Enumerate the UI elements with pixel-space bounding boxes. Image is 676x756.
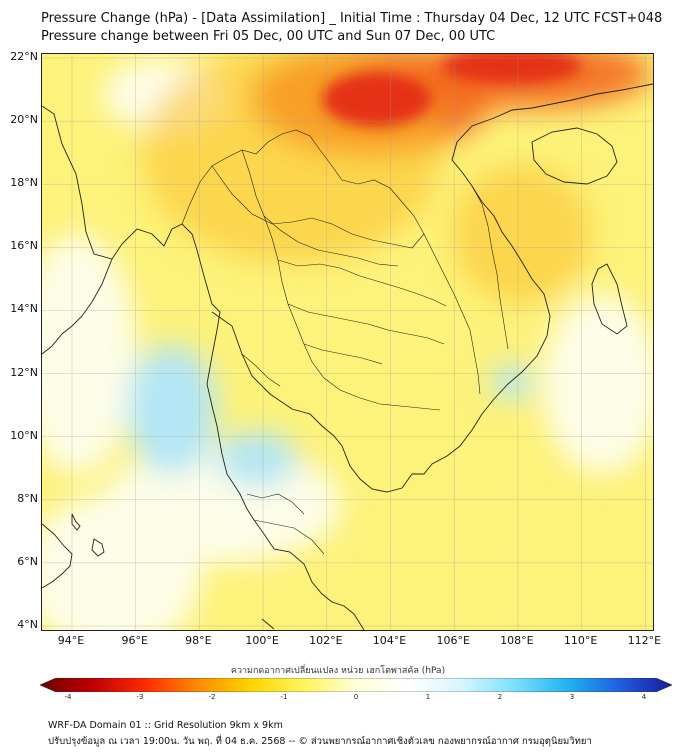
colorbar-tick-label: -1	[280, 693, 288, 701]
lon-label: 110°E	[563, 634, 598, 647]
lon-label: 108°E	[500, 634, 534, 647]
colorbar-tick-label: -4	[64, 693, 72, 701]
lat-label: 12°N	[10, 365, 38, 379]
colorbar-tick-label: 1	[425, 693, 431, 701]
lon-label: 94°E	[57, 634, 85, 647]
colorbar-title: ความกดอากาศเปลี่ยนแปลง หน่วย เฮกโตพาสคัล…	[230, 666, 446, 676]
lon-label: 98°E	[185, 634, 212, 647]
lon-label: 112°E	[627, 634, 662, 647]
colorbar-tick-label: 2	[497, 693, 503, 701]
coastlines	[42, 83, 653, 630]
footer-credit: ปรับปรุงข้อมูล ณ เวลา 19:00น. วัน พฤ. ที…	[48, 736, 592, 747]
map-canvas	[42, 54, 653, 630]
colorbar-tick-label: 3	[569, 693, 575, 701]
colorbar-tick-label: -3	[136, 693, 144, 701]
colorbar-tick-label: -2	[208, 693, 216, 701]
lon-label: 102°E	[309, 634, 343, 647]
colorbar	[40, 678, 672, 692]
lat-label: 6°N	[17, 554, 38, 568]
lon-label: 96°E	[121, 634, 148, 647]
admin-borders	[181, 129, 509, 555]
lat-label: 16°N	[10, 239, 38, 253]
pressure-peaks	[322, 54, 582, 127]
title-line-1: Pressure Change (hPa) - [Data Assimilati…	[41, 11, 663, 26]
lon-label: 106°E	[436, 634, 470, 647]
graticule	[42, 54, 653, 630]
lon-label: 104°E	[372, 634, 407, 647]
title-line-2: Pressure change between Fri 05 Dec, 00 U…	[41, 29, 496, 44]
colorbar-tick-label: 4	[641, 693, 647, 701]
colorbar-tick-label: 0	[353, 693, 359, 701]
lat-label: 4°N	[17, 618, 38, 631]
lon-label: 100°E	[245, 634, 279, 647]
lat-label: 22°N	[10, 50, 38, 63]
colorbar-bar	[40, 678, 672, 692]
lat-label: 20°N	[10, 113, 38, 127]
footer-model-info: WRF-DA Domain 01 :: Grid Resolution 9km …	[48, 720, 283, 731]
lat-label: 10°N	[10, 428, 38, 442]
lat-label: 8°N	[17, 491, 38, 505]
lat-label: 18°N	[10, 176, 38, 190]
lat-label: 14°N	[10, 302, 38, 316]
pressure-change-map	[41, 53, 654, 631]
